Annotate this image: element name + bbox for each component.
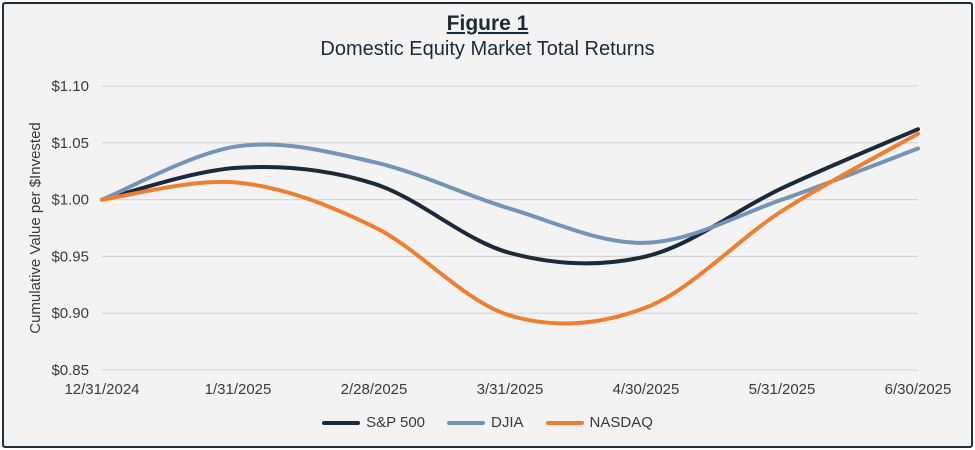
y-tick-label: $0.90 bbox=[51, 305, 89, 322]
x-tick-label: 4/30/2025 bbox=[613, 381, 680, 398]
y-tick-label: $1.00 bbox=[51, 192, 89, 209]
x-tick-label: 5/31/2025 bbox=[749, 381, 816, 398]
y-tick-label: $0.85 bbox=[51, 362, 89, 379]
figure-label: Figure 1 bbox=[446, 12, 529, 35]
x-tick-label: 2/28/2025 bbox=[341, 381, 408, 398]
x-axis-ticks: 12/31/2024 1/31/2025 2/28/2025 3/31/2025 4/3… bbox=[64, 381, 951, 398]
series-line-s-p-500 bbox=[100, 127, 920, 266]
gridlines bbox=[102, 85, 918, 371]
x-tick-label: 6/30/2025 bbox=[885, 381, 952, 398]
legend-item: NASDAQ bbox=[545, 414, 653, 431]
series-line-nasdaq bbox=[100, 131, 920, 326]
series-lines bbox=[100, 127, 920, 326]
x-tick-label: 3/31/2025 bbox=[477, 381, 544, 398]
y-tick-label: $0.95 bbox=[51, 248, 89, 265]
legend-label: NASDAQ bbox=[589, 414, 653, 431]
y-tick-label: $1.05 bbox=[51, 135, 89, 152]
legend-label: DJIA bbox=[491, 414, 524, 431]
legend-item: DJIA bbox=[447, 414, 524, 431]
legend-item: S&P 500 bbox=[322, 414, 425, 431]
x-tick-label: 1/31/2025 bbox=[205, 381, 272, 398]
legend-swatch bbox=[447, 420, 486, 425]
y-axis-label: Cumulative Value per $Invested bbox=[27, 122, 44, 334]
figure-title-block: Figure 1 Domestic Equity Market Total Re… bbox=[0, 12, 975, 62]
legend-label: S&P 500 bbox=[366, 414, 426, 431]
y-tick-label: $1.10 bbox=[51, 78, 89, 95]
legend: S&P 500 DJIA NASDAQ bbox=[0, 414, 975, 431]
legend-swatch bbox=[545, 420, 584, 425]
x-tick-label: 12/31/2024 bbox=[64, 381, 139, 398]
figure-subtitle: Domestic Equity Market Total Returns bbox=[320, 38, 655, 60]
legend-swatch bbox=[322, 420, 361, 425]
series-line-djia bbox=[100, 142, 920, 245]
y-axis-ticks: $1.10 $1.05 $1.00 $0.95 $0.90 $0.85 bbox=[51, 78, 89, 379]
